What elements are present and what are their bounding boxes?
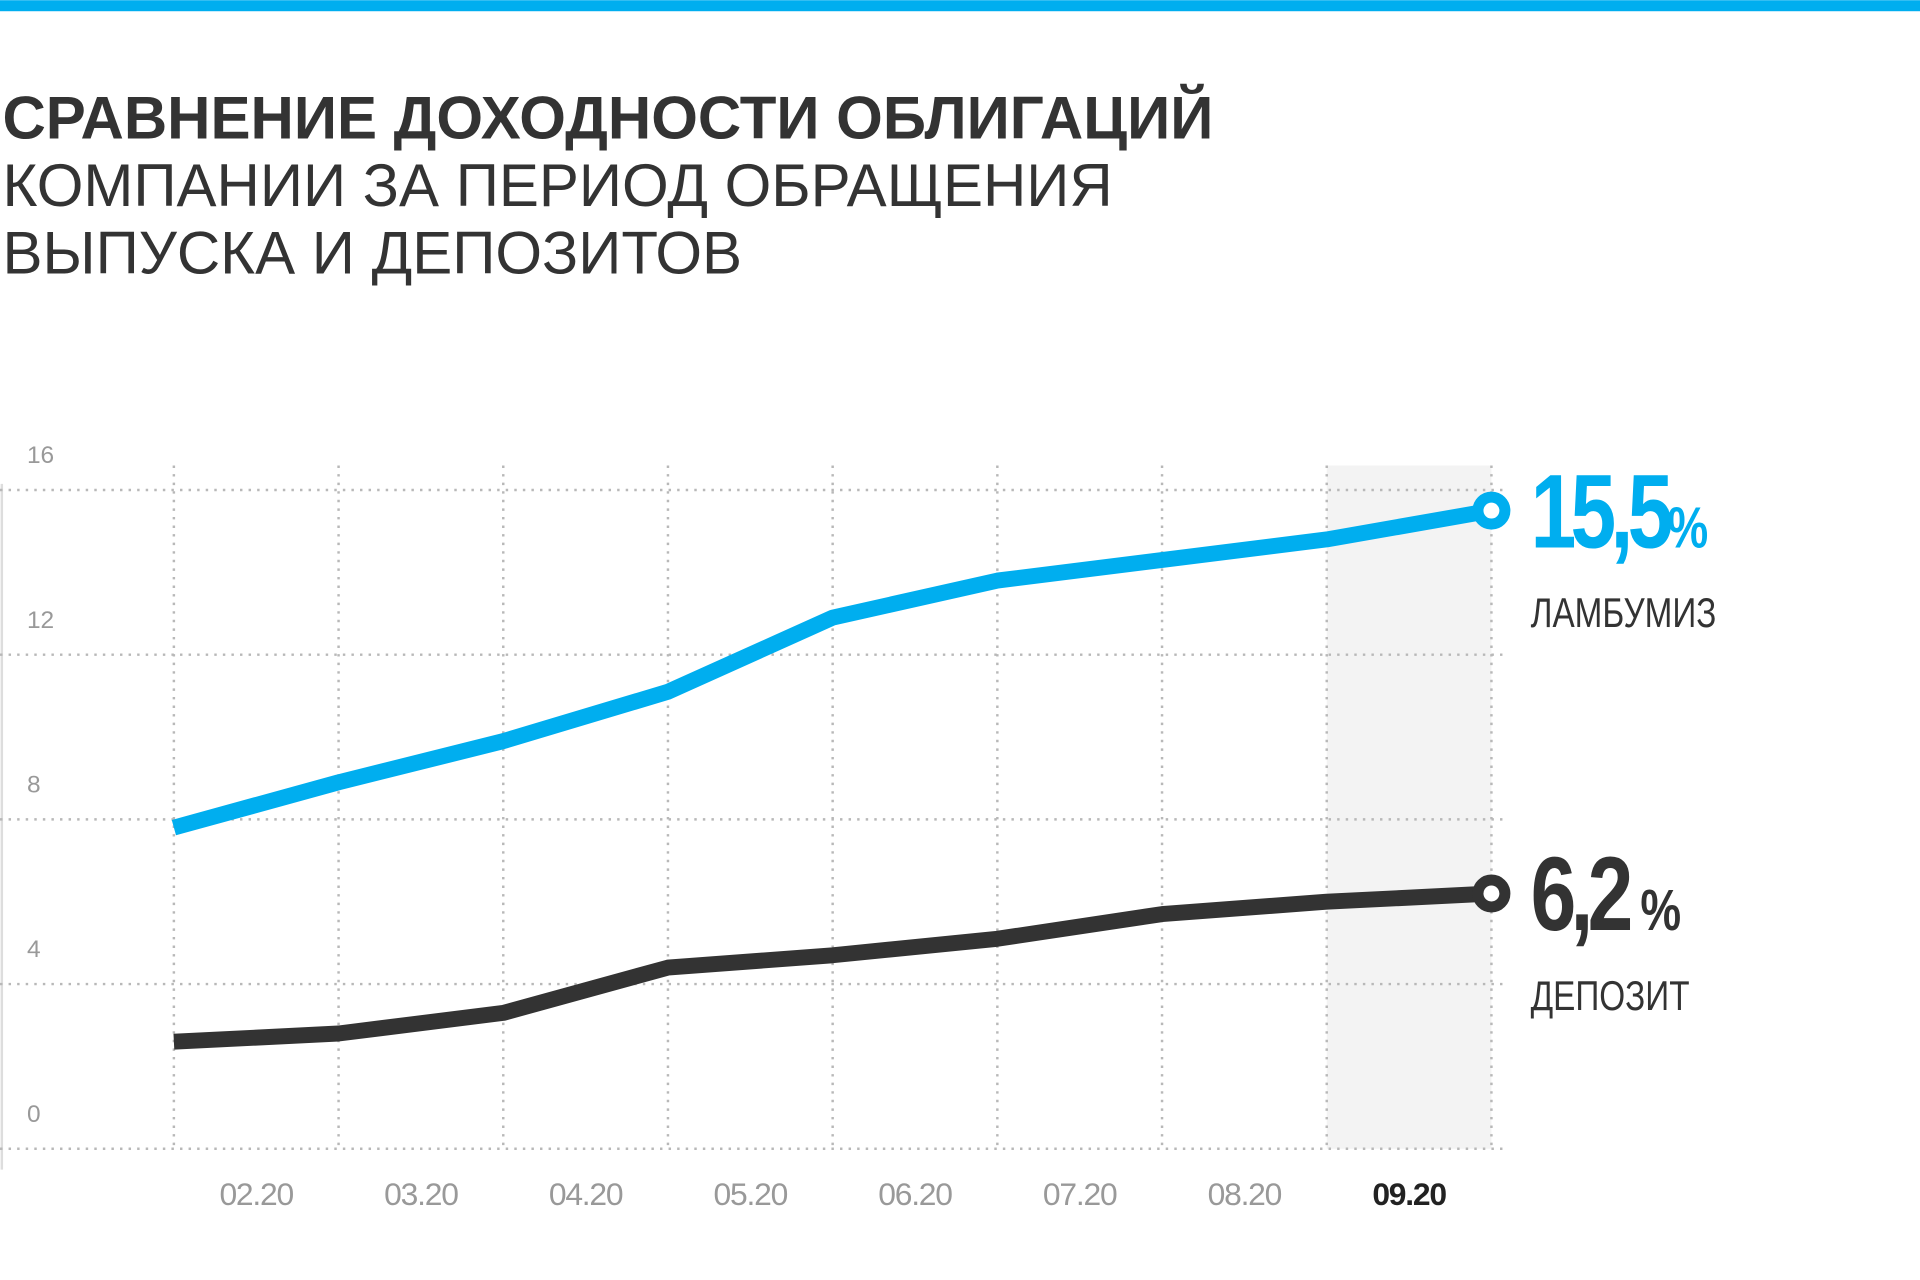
data-line — [171, 502, 1493, 836]
x-tick-label: 09.20 — [1372, 1176, 1446, 1212]
chart-title: СРАВНЕНИЕ ДОХОДНОСТИ ОБЛИГАЦИЙ — [2, 85, 1213, 152]
value-label: 15,5% — [1531, 454, 1709, 571]
value-label: 6,2 % — [1531, 837, 1681, 954]
data-line — [173, 885, 1492, 1050]
value-number: 6,2 — [1531, 837, 1631, 954]
y-tick-label: 12 — [27, 607, 54, 634]
end-point — [1472, 874, 1511, 913]
y-tick-label: 8 — [27, 771, 41, 798]
end-point — [1472, 491, 1511, 530]
legend-label: ЛАМБУМИЗ — [1531, 589, 1717, 635]
highlight-band — [1326, 465, 1492, 1149]
value-unit: % — [1668, 495, 1709, 561]
x-tick-label: 03.20 — [384, 1176, 458, 1212]
chart-subtitle: КОМПАНИИ ЗА ПЕРИОД ОБРАЩЕНИЯ — [2, 152, 1112, 219]
y-tick-label: 0 — [27, 1101, 41, 1128]
top-bar — [0, 0, 1920, 12]
y-tick-label: 16 — [27, 442, 54, 469]
x-tick-label: 07.20 — [1043, 1176, 1117, 1212]
y-tick-label: 4 — [27, 936, 41, 963]
x-tick-label: 05.20 — [714, 1176, 788, 1212]
x-tick-label: 02.20 — [219, 1176, 293, 1212]
legend-label: ДЕПОЗИТ — [1531, 972, 1690, 1018]
chart-subtitle: ВЫПУСКА И ДЕПОЗИТОВ — [2, 219, 742, 286]
x-tick-label: 06.20 — [878, 1176, 952, 1212]
value-unit: % — [1628, 878, 1681, 944]
value-number: 15,5 — [1531, 454, 1671, 571]
x-tick-label: 08.20 — [1208, 1176, 1282, 1212]
x-tick-label: 04.20 — [549, 1176, 623, 1212]
